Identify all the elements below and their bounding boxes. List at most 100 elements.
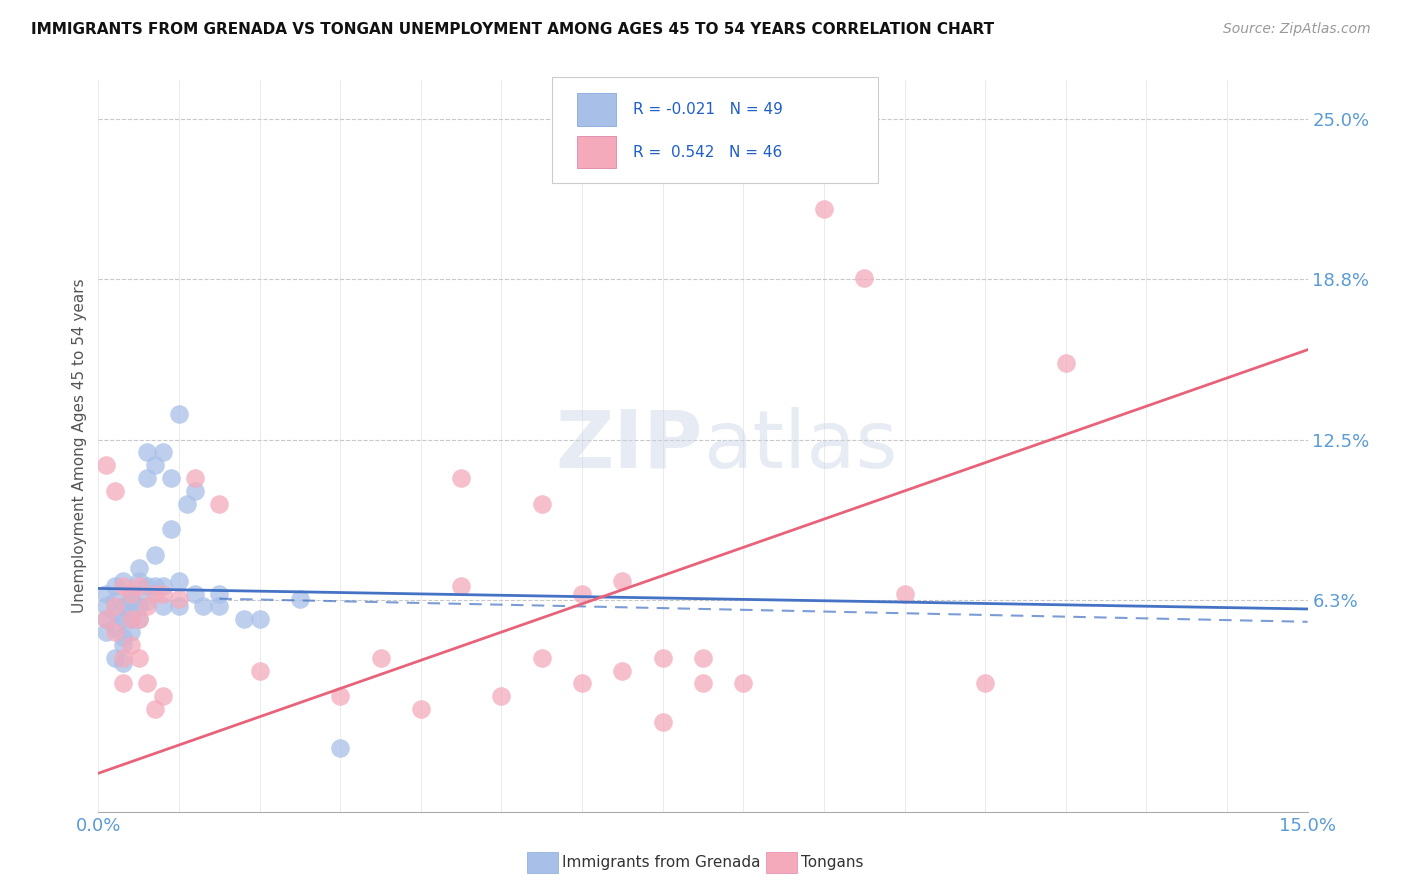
Point — [103, 625, 125, 640]
Point — [612, 574, 634, 588]
Point — [232, 612, 254, 626]
Point — [111, 638, 134, 652]
Point — [135, 445, 157, 459]
Point — [111, 656, 134, 670]
FancyBboxPatch shape — [578, 136, 616, 169]
Point — [160, 471, 183, 485]
FancyBboxPatch shape — [578, 94, 616, 127]
Point — [651, 714, 673, 729]
Point — [288, 591, 311, 606]
Point — [491, 690, 513, 704]
Point — [167, 407, 190, 421]
Point — [128, 561, 150, 575]
Point — [571, 676, 593, 690]
Point — [651, 650, 673, 665]
Point — [103, 594, 125, 608]
Point — [208, 599, 231, 614]
Point — [128, 579, 150, 593]
Point — [612, 664, 634, 678]
Point — [128, 599, 150, 614]
Point — [143, 702, 166, 716]
Point — [120, 612, 142, 626]
Point — [692, 650, 714, 665]
Point — [128, 612, 150, 626]
Point — [111, 650, 134, 665]
Point — [853, 271, 876, 285]
Text: R =  0.542   N = 46: R = 0.542 N = 46 — [633, 145, 782, 160]
Point — [208, 497, 231, 511]
Point — [184, 586, 207, 600]
Point — [135, 594, 157, 608]
Point — [152, 599, 174, 614]
Point — [152, 690, 174, 704]
Point — [103, 605, 125, 619]
Point — [120, 594, 142, 608]
Point — [143, 548, 166, 562]
Text: Tongans: Tongans — [801, 855, 863, 870]
Point — [167, 574, 190, 588]
Point — [135, 579, 157, 593]
Point — [135, 676, 157, 690]
Point — [184, 471, 207, 485]
Point — [111, 630, 134, 644]
Point — [152, 579, 174, 593]
Point — [120, 638, 142, 652]
Point — [96, 599, 118, 614]
Text: Immigrants from Grenada: Immigrants from Grenada — [562, 855, 761, 870]
Point — [120, 612, 142, 626]
Point — [135, 599, 157, 614]
Text: Source: ZipAtlas.com: Source: ZipAtlas.com — [1223, 22, 1371, 37]
Point — [733, 676, 755, 690]
Point — [329, 740, 352, 755]
Point — [152, 445, 174, 459]
Point — [530, 497, 553, 511]
Point — [135, 471, 157, 485]
Point — [249, 664, 271, 678]
Point — [96, 625, 118, 640]
Point — [370, 650, 392, 665]
Point — [409, 702, 432, 716]
Point — [103, 483, 125, 498]
Point — [96, 612, 118, 626]
Text: atlas: atlas — [703, 407, 897, 485]
Point — [143, 458, 166, 473]
Point — [329, 690, 352, 704]
Point — [128, 612, 150, 626]
Point — [450, 471, 472, 485]
Point — [120, 586, 142, 600]
Point — [111, 612, 134, 626]
Point — [160, 523, 183, 537]
Y-axis label: Unemployment Among Ages 45 to 54 years: Unemployment Among Ages 45 to 54 years — [72, 278, 87, 614]
Point — [813, 202, 835, 216]
Point — [103, 650, 125, 665]
Point — [103, 620, 125, 634]
Point — [120, 586, 142, 600]
Point — [176, 497, 198, 511]
Text: ZIP: ZIP — [555, 407, 703, 485]
Point — [103, 599, 125, 614]
Point — [111, 579, 134, 593]
Point — [1054, 355, 1077, 369]
Point — [167, 599, 190, 614]
FancyBboxPatch shape — [551, 77, 879, 183]
Point — [893, 586, 915, 600]
Point — [96, 458, 118, 473]
Point — [167, 591, 190, 606]
Text: R = -0.021   N = 49: R = -0.021 N = 49 — [633, 103, 783, 118]
Point — [152, 586, 174, 600]
Point — [111, 599, 134, 614]
Point — [111, 574, 134, 588]
Point — [120, 625, 142, 640]
Point — [530, 650, 553, 665]
Point — [208, 586, 231, 600]
Point — [143, 579, 166, 593]
Point — [571, 586, 593, 600]
Point — [128, 574, 150, 588]
Point — [96, 612, 118, 626]
Point — [184, 483, 207, 498]
Point — [450, 579, 472, 593]
Point — [120, 605, 142, 619]
Point — [143, 586, 166, 600]
Point — [193, 599, 215, 614]
Point — [974, 676, 997, 690]
